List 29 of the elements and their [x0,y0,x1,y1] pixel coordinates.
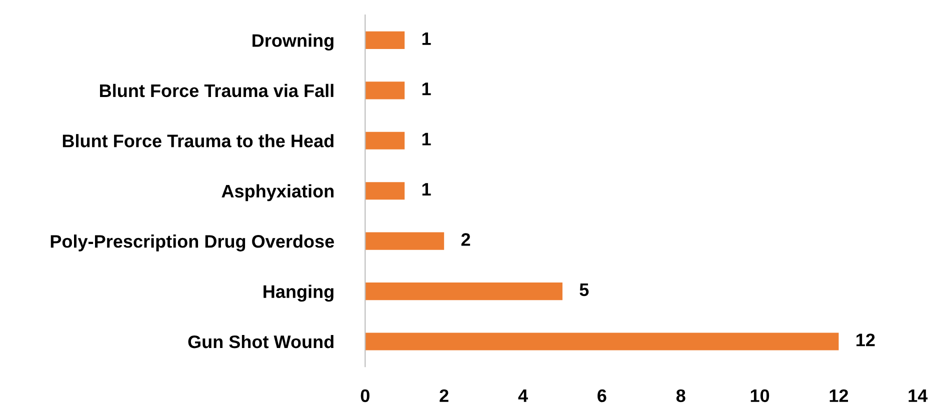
bar [365,132,405,150]
data-label: 1 [422,82,431,96]
x-tick-label: 14 [908,390,928,402]
y-tick-label: Asphyxiation [222,184,334,202]
y-tick-label: Drowning [252,34,334,51]
bar [365,282,562,300]
x-tick-label: 2 [440,389,448,402]
data-label: 2 [461,233,470,246]
y-tick-label: Poly-Prescription Drug Overdose [50,234,334,252]
x-tick-label: 4 [518,390,528,402]
y-tick-label: Hanging [264,284,334,302]
data-label: 1 [422,183,431,196]
data-label: 1 [422,32,431,45]
bar [365,332,839,350]
y-tick-label: Blunt Force Trauma via Fall [100,84,334,98]
x-tick-label: 12 [830,389,848,402]
bar [365,182,405,200]
x-tick-label: 0 [360,389,370,402]
y-tick-label: Gun Shot Wound [188,334,334,348]
bar [365,31,405,49]
y-tick-label: Blunt Force Trauma to the Head [62,134,334,148]
x-tick-label: 8 [676,389,686,402]
bar [365,232,444,250]
x-tick-label: 6 [598,389,606,402]
bar [365,82,405,100]
x-tick-label: 10 [750,389,770,402]
data-label: 1 [422,132,431,146]
data-label: 5 [580,284,589,296]
data-label: 12 [856,334,875,346]
